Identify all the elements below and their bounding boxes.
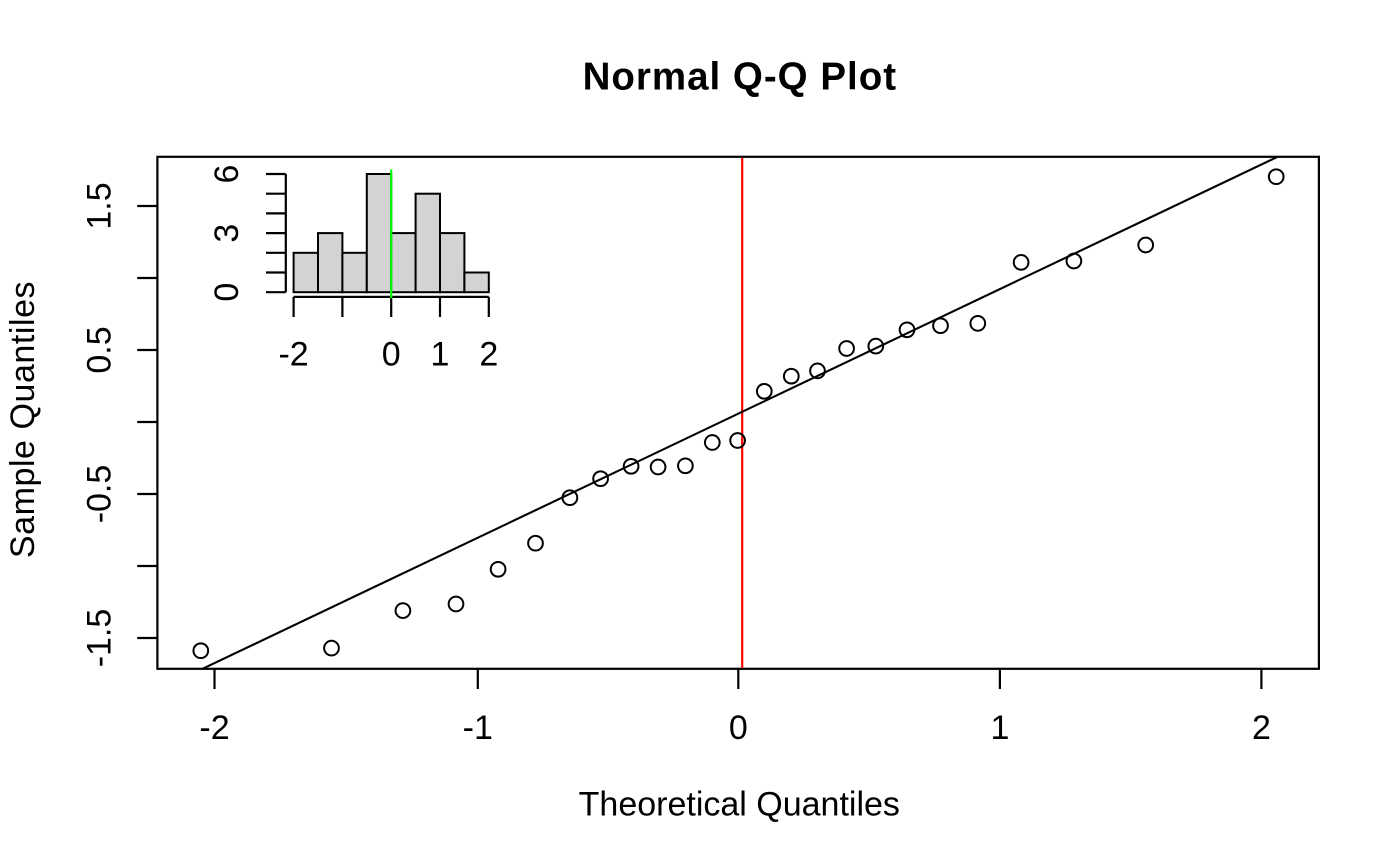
svg-text:-0.5: -0.5 [81, 465, 119, 524]
svg-text:-1.5: -1.5 [81, 609, 119, 668]
svg-text:Sample Quantiles: Sample Quantiles [4, 281, 42, 558]
svg-text:Normal Q-Q Plot: Normal Q-Q Plot [583, 55, 897, 98]
svg-text:-2: -2 [278, 336, 308, 374]
svg-text:0.5: 0.5 [81, 326, 119, 373]
svg-text:Theoretical Quantiles: Theoretical Quantiles [579, 786, 900, 824]
svg-text:-1: -1 [463, 709, 493, 747]
svg-text:-2: -2 [199, 709, 229, 747]
svg-text:2: 2 [479, 336, 498, 374]
svg-text:0: 0 [729, 709, 748, 747]
svg-text:0: 0 [208, 283, 246, 302]
svg-text:1.5: 1.5 [81, 182, 119, 229]
svg-text:1: 1 [990, 709, 1009, 747]
svg-text:0: 0 [382, 336, 401, 374]
svg-text:3: 3 [208, 224, 246, 243]
svg-text:6: 6 [208, 165, 246, 184]
svg-text:2: 2 [1252, 709, 1271, 747]
svg-text:1: 1 [431, 336, 450, 374]
